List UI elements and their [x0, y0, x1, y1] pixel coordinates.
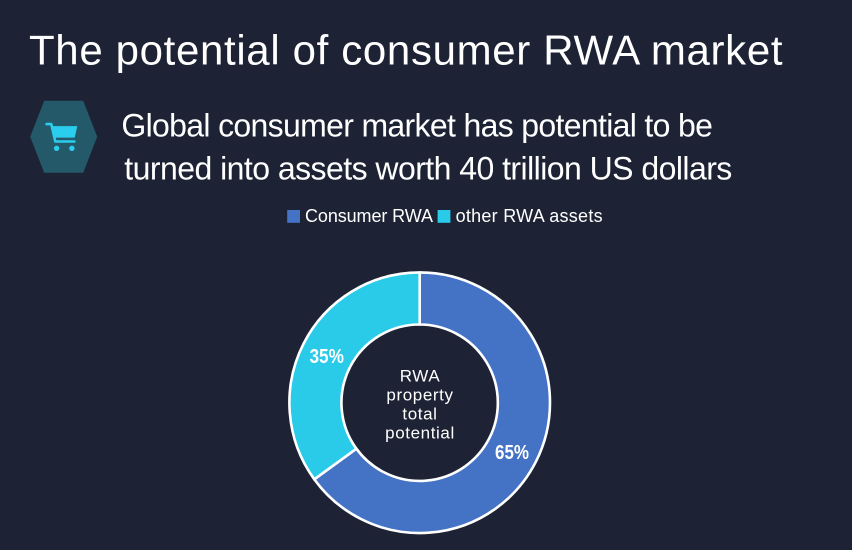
svg-text:Consumer RWA: Consumer RWA — [305, 206, 433, 226]
svg-text:other RWA assets: other RWA assets — [456, 206, 603, 226]
svg-text:RWA: RWA — [400, 367, 441, 386]
svg-text:Global consumer market has pot: Global consumer market has potential to … — [121, 108, 713, 144]
svg-text:property: property — [386, 386, 453, 405]
svg-text:35%: 35% — [309, 346, 344, 368]
svg-text:The potential of consumer RWA: The potential of consumer RWA market — [29, 27, 783, 74]
svg-text:total: total — [402, 405, 437, 424]
svg-text:potential: potential — [385, 424, 455, 443]
svg-text:turned into assets worth 40 tr: turned into assets worth 40 trillion US … — [124, 151, 732, 187]
svg-text:65%: 65% — [495, 442, 529, 464]
